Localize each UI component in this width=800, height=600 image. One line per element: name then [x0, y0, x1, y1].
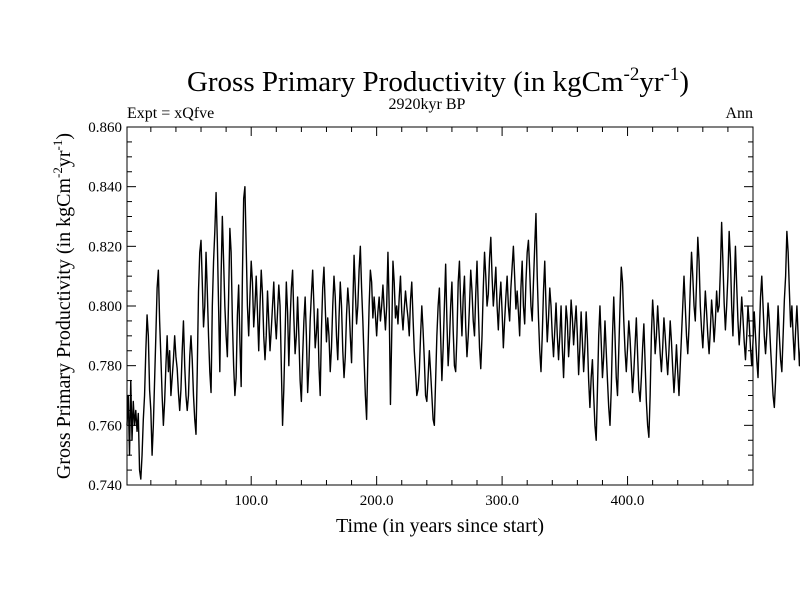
plot-area: 0.740 0.760 0.780 0.800 0.820 0.840 0.860 100.0… — [88, 120, 800, 509]
y-axis-label-sup1: -2 — [50, 167, 65, 178]
experiment-label: Expt = xQfve — [127, 105, 214, 122]
chart-title-sup2: -1 — [664, 64, 680, 85]
chart-title-end: ) — [679, 66, 689, 98]
chart-title-main: Gross Primary Productivity (in kgCm — [187, 66, 624, 98]
y-tick-label: 0.800 — [88, 299, 122, 315]
x-tick-label: 400.0 — [611, 493, 645, 509]
season-label: Ann — [725, 105, 753, 122]
chart-title-mid: yr — [639, 66, 664, 98]
chart-title-sup1: -2 — [624, 64, 640, 85]
y-axis-label-mid: yr — [53, 150, 75, 167]
y-tick-label: 0.740 — [88, 478, 122, 494]
y-axis-label-sup2: -1 — [50, 140, 65, 151]
series-line-gpp — [126, 185, 800, 480]
x-tick-label: 300.0 — [485, 493, 519, 509]
y-tick-label: 0.840 — [88, 180, 122, 196]
chart-subtitle: 2920kyr BP — [389, 96, 466, 113]
x-tick-label: 200.0 — [360, 493, 394, 509]
y-tick-label: 0.780 — [88, 359, 122, 375]
y-axis-label-end: ) — [53, 133, 75, 140]
x-axis-label: Time (in years since start) — [336, 515, 544, 537]
y-axis-label: Gross Primary Productivity (in kgCm-2yr-… — [50, 133, 75, 479]
y-tick-label: 0.820 — [88, 239, 122, 255]
x-tick-label: 100.0 — [234, 493, 268, 509]
plot-frame — [126, 126, 754, 486]
y-tick-label: 0.760 — [88, 418, 122, 434]
y-tick-label: 0.860 — [88, 120, 122, 136]
y-axis-label-main: Gross Primary Productivity (in kgCm — [53, 178, 75, 480]
chart-title: Gross Primary Productivity (in kgCm-2yr-… — [187, 64, 689, 98]
